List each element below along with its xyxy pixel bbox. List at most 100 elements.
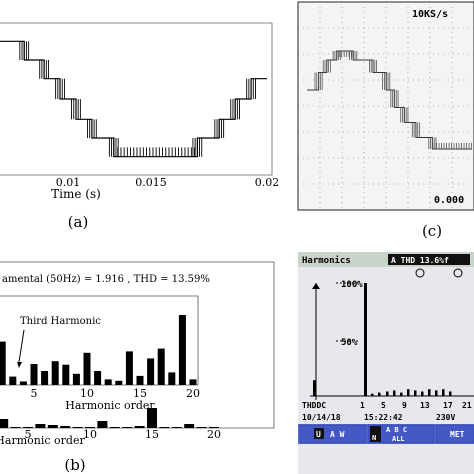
panel-b-main-bar — [85, 427, 95, 428]
panel-b-main-tick-label: 15 — [145, 428, 159, 441]
panel-b-main-bar — [72, 427, 83, 428]
panel-a: 0.01 0.015 0.02 Time (s) (a) — [0, 22, 280, 231]
panel-b-inset-bar — [72, 373, 80, 385]
panel-d-header-title: Harmonics — [302, 255, 351, 266]
panel-b-main-bar — [209, 427, 219, 428]
panel-b-main-bar — [159, 427, 170, 428]
panel-b-inset-bar — [168, 372, 176, 385]
panel-b-main-tick-label: 10 — [83, 428, 97, 441]
panel-a-tick-label: 0.02 — [255, 176, 280, 189]
panel-d-softkey-2-left: N — [372, 434, 376, 442]
panel-b-main-bar — [35, 424, 46, 428]
panel-c: 10KS/s 0.000 (c) — [297, 1, 474, 240]
panel-b-inset-bar — [51, 361, 59, 385]
panel-d-bar — [414, 390, 417, 397]
panel-d-y-tick-50: 50% — [341, 338, 358, 348]
panel-d-bar — [449, 391, 452, 396]
panel-b-inset-bar — [41, 371, 49, 385]
panel-b-main-bar — [47, 425, 58, 428]
panel-d-bar — [435, 390, 438, 397]
panel-d-bars — [313, 283, 452, 397]
panel-a-pwm-hash — [19, 41, 256, 157]
panel-b-inset-bar — [94, 371, 102, 385]
panel-b-xlabel: Harmonic order — [0, 434, 85, 447]
panel-b-main-bar — [134, 426, 145, 428]
panel-b-main-bar — [171, 427, 182, 428]
panel-d-thd-readout: A THD 13.6%f — [391, 256, 449, 265]
panel-d: Harmonics A THD 13.6%f 100% 50% THDDC 1 … — [298, 252, 474, 474]
panel-b-inset-xlabel: Harmonic order — [65, 399, 155, 412]
panel-b-label: (b) — [64, 456, 85, 474]
panel-a-tick-label: 0.015 — [135, 176, 167, 189]
panel-b: amental (50Hz) = 1.916 , THD = 13.59% Th… — [0, 261, 275, 474]
panel-a-xlabel: Time (s) — [51, 187, 101, 201]
panel-d-x-label: 21 — [462, 401, 472, 410]
panel-b-inset-bar — [83, 352, 91, 385]
panel-d-x-label: 5 — [381, 401, 386, 410]
panel-b-title: amental (50Hz) = 1.916 , THD = 13.59% — [2, 274, 210, 285]
panel-b-main-bar — [23, 427, 33, 428]
panel-b-main-bar — [10, 427, 21, 428]
panel-d-clock-icon — [453, 268, 463, 278]
panel-d-thd-box — [388, 254, 470, 265]
panel-d-cursor-top-icon — [312, 283, 320, 289]
panel-d-bar — [386, 391, 389, 396]
panel-a-label: (a) — [68, 213, 89, 231]
panel-d-x-label: 17 — [443, 401, 453, 410]
panel-a-tick-labels: 0.01 0.015 0.02 — [56, 176, 280, 189]
panel-b-annotation-arrow-line — [18, 329, 25, 363]
panel-d-softkey-1[interactable]: U A W — [299, 424, 367, 444]
panel-b-inset-bar — [189, 379, 197, 385]
panel-b-inset-bars — [0, 315, 197, 385]
panel-b-inset-tick-label: 5 — [31, 387, 38, 400]
panel-b-main-bar — [196, 427, 207, 428]
panel-d-x-label: 13 — [420, 401, 430, 410]
panel-a-tick-label: 0.01 — [56, 176, 81, 189]
panel-b-inset-bar — [178, 315, 186, 385]
panel-d-softkey-2-top: A B C — [386, 426, 407, 434]
panel-b-inset-tick-label: 10 — [80, 387, 94, 400]
panel-b-inset-tick-label: 15 — [133, 387, 147, 400]
panel-b-inset-bar — [115, 380, 123, 385]
panel-d-bar — [428, 389, 431, 396]
panel-d-softkey-2-right: ALL — [392, 435, 405, 443]
panel-d-lock-icon — [415, 268, 425, 278]
panel-d-y-tick-100: 100% — [341, 280, 363, 290]
panel-b-inset-bar — [0, 341, 6, 385]
panel-d-time: 15:22:42 — [364, 413, 403, 422]
panel-d-bar — [313, 380, 316, 396]
panel-b-main-bar — [0, 419, 9, 428]
panel-d-softkey-3[interactable]: MET — [435, 424, 474, 444]
panel-b-inset-bar — [19, 381, 27, 385]
panel-d-bar — [393, 390, 396, 397]
panel-d-x-label: 1 — [360, 401, 365, 410]
panel-d-softkey-2[interactable]: A B C N ALL — [367, 424, 435, 444]
panel-b-main-bar — [122, 427, 133, 428]
panel-b-main-bar — [97, 421, 108, 428]
panel-b-inset-ticks: 5 10 15 20 — [31, 387, 201, 400]
panel-d-bar — [407, 389, 410, 396]
panel-b-main-tick-label: 5 — [25, 428, 32, 441]
panel-d-softkey-1-label: A W — [330, 430, 345, 439]
panel-c-waveform — [307, 50, 472, 150]
panel-d-softkey-3-label: MET — [450, 430, 465, 439]
panel-b-main-bar — [184, 424, 195, 428]
panel-b-main-bar — [60, 426, 71, 428]
panel-b-inset-bar — [125, 351, 133, 385]
panel-d-x-labels: THDDC 1 5 9 13 17 21 — [302, 401, 472, 410]
panel-d-bar — [371, 393, 374, 396]
panel-b-inset-bar — [30, 364, 38, 385]
panel-b-main-bar — [147, 408, 157, 428]
panel-a-waveform-line — [0, 40, 267, 158]
panel-b-inset-bar — [147, 358, 155, 385]
panel-d-softkey-1-badge: U — [316, 430, 321, 439]
panel-b-inset-tick-label: 20 — [186, 387, 200, 400]
panel-c-sample-rate: 10KS/s — [412, 9, 448, 20]
panel-b-main-bars — [0, 408, 219, 428]
panel-d-x-label: 9 — [402, 401, 407, 410]
panel-c-offset-readout: 0.000 — [434, 195, 464, 206]
panel-d-bar — [421, 391, 424, 396]
panel-b-main-bar — [109, 427, 120, 428]
panel-d-bar — [364, 283, 367, 396]
panel-d-x-label: THDDC — [302, 401, 326, 410]
